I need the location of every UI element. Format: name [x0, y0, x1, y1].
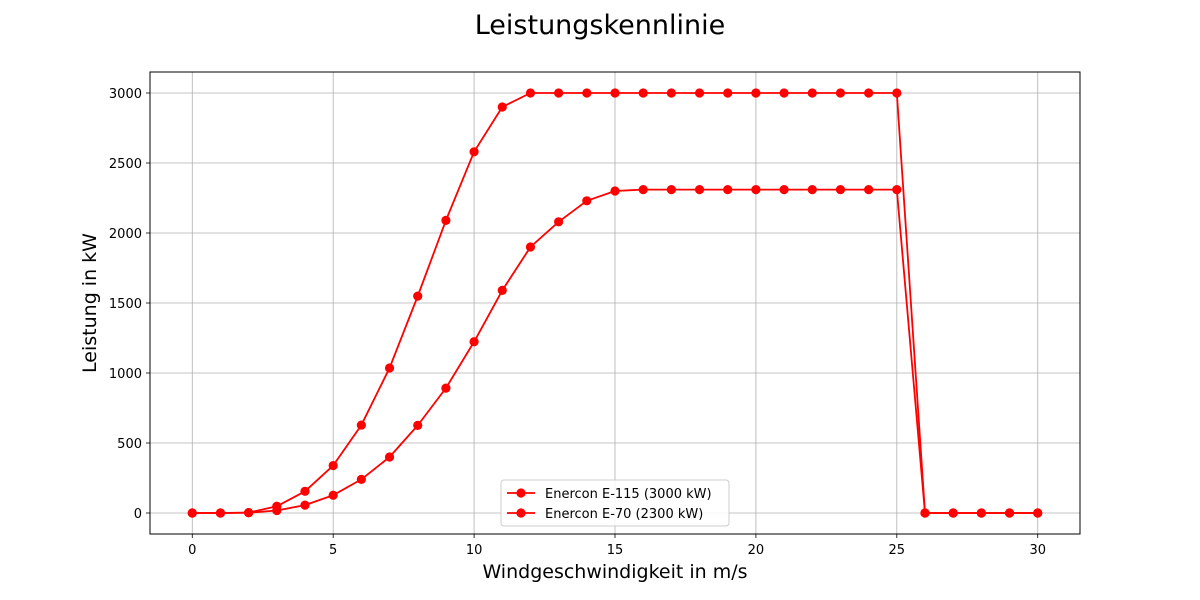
data-point — [384, 363, 395, 373]
x-tick-label: 0 — [188, 543, 196, 558]
data-point — [187, 508, 197, 518]
data-point — [441, 383, 451, 393]
legend: Enercon E-115 (3000 kW) Enercon E-70 (230… — [500, 479, 730, 527]
data-point — [525, 242, 536, 252]
data-point — [694, 88, 705, 98]
y-tick-label: 500 — [117, 437, 142, 452]
y-axis-title: Leistung in kW — [79, 233, 101, 373]
data-point — [582, 88, 592, 98]
legend-marker — [516, 508, 526, 518]
data-point — [835, 88, 846, 98]
data-point — [723, 185, 733, 195]
legend-label: Enercon E-70 (2300 kW) — [545, 507, 703, 522]
data-point — [554, 88, 564, 98]
data-point — [469, 337, 479, 347]
data-point — [751, 88, 761, 98]
data-point — [215, 508, 226, 518]
x-tick-label: 10 — [466, 543, 483, 558]
data-point — [356, 474, 366, 484]
data-point — [807, 88, 817, 98]
data-point — [497, 102, 507, 112]
x-tick-label: 20 — [748, 543, 765, 558]
data-point — [328, 490, 338, 500]
data-point — [779, 88, 789, 98]
series-layer — [187, 88, 1043, 518]
data-point — [694, 185, 705, 195]
data-point — [469, 147, 479, 157]
series-2 — [187, 185, 1043, 518]
data-point — [441, 215, 451, 225]
data-point — [779, 185, 789, 195]
data-point — [582, 196, 592, 206]
x-tick-label: 5 — [329, 543, 337, 558]
data-point — [384, 452, 395, 462]
x-axis-title: Windgeschwindigkeit in m/s — [482, 561, 747, 583]
data-point — [864, 88, 874, 98]
legend-box — [500, 479, 730, 527]
legend-entry: Enercon E-115 (3000 kW) — [507, 487, 712, 502]
x-tick-label: 30 — [1029, 543, 1046, 558]
data-point — [638, 185, 648, 195]
y-tick-label: 2000 — [109, 227, 142, 242]
data-point — [525, 88, 536, 98]
grid-lines — [150, 72, 1080, 534]
legend-marker — [516, 488, 526, 498]
data-point — [1004, 508, 1015, 518]
data-point — [892, 185, 902, 195]
axis-ticks: 0 5 10 15 20 25 30 0 500 1000 1500 2000 2500 3000 — [109, 87, 1046, 558]
data-point — [610, 186, 620, 196]
data-point — [807, 185, 817, 195]
data-point — [300, 500, 310, 510]
y-tick-label: 1000 — [109, 367, 142, 382]
y-tick-label: 0 — [134, 507, 142, 522]
data-point — [497, 285, 507, 295]
y-tick-label: 3000 — [109, 87, 142, 102]
data-point — [300, 486, 310, 496]
data-point — [751, 185, 761, 195]
data-point — [328, 460, 338, 471]
data-point — [244, 508, 254, 518]
x-tick-label: 25 — [889, 543, 906, 558]
chart-title: Leistungskennlinie — [475, 10, 726, 41]
data-point — [413, 291, 423, 301]
data-point — [835, 185, 846, 195]
legend-entry: Enercon E-70 (2300 kW) — [507, 507, 703, 522]
data-point — [920, 508, 930, 518]
y-tick-label: 1500 — [109, 297, 142, 312]
legend-label: Enercon E-115 (3000 kW) — [545, 487, 712, 502]
data-point — [666, 88, 676, 98]
data-point — [554, 217, 564, 227]
data-point — [723, 88, 733, 98]
data-point — [666, 185, 676, 195]
x-tick-label: 15 — [607, 543, 624, 558]
data-point — [976, 508, 986, 518]
data-point — [864, 185, 874, 195]
data-point — [272, 505, 282, 516]
data-point — [1033, 508, 1043, 518]
data-point — [638, 88, 648, 98]
data-point — [610, 88, 620, 98]
data-point — [892, 88, 902, 98]
data-point — [413, 420, 423, 430]
data-point — [356, 420, 366, 430]
y-tick-label: 2500 — [109, 157, 142, 172]
data-point — [948, 508, 958, 518]
